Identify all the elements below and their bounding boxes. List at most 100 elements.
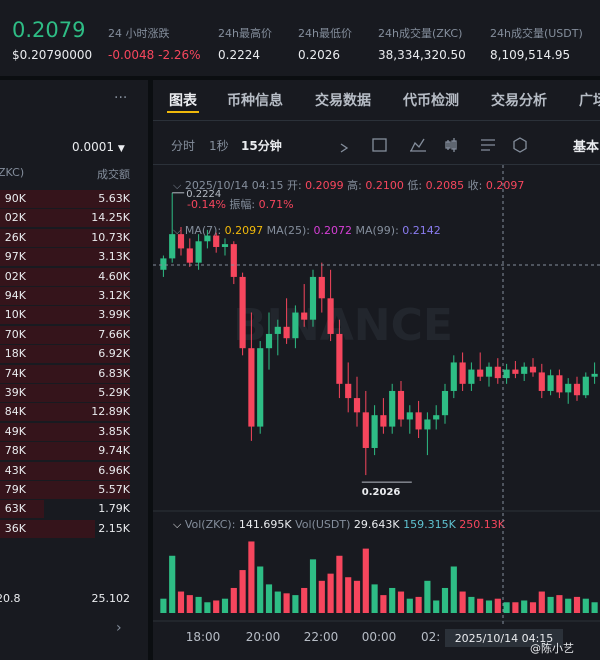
candle-body xyxy=(169,234,176,259)
order-row[interactable]: 90K 5.63K xyxy=(0,190,148,208)
row-amount: 84K xyxy=(4,405,26,419)
depth-bar xyxy=(0,403,130,422)
depth-bar xyxy=(0,519,95,538)
volume-bar xyxy=(512,602,519,613)
low-label: 0.2026 xyxy=(362,487,401,498)
candle-body xyxy=(327,298,334,334)
row-amount: 02K xyxy=(4,269,26,283)
row-total: 1.79K xyxy=(98,502,130,516)
toolbar-item[interactable]: 分时 xyxy=(171,139,196,153)
depth-bar xyxy=(0,500,44,519)
volume-bar xyxy=(353,580,361,613)
volume-bar xyxy=(573,596,581,613)
order-row[interactable]: 39K 5.29K xyxy=(0,384,148,402)
depth-bar xyxy=(0,345,130,364)
tab[interactable]: 代币检测 xyxy=(403,93,459,109)
tab[interactable]: 广场 xyxy=(579,93,600,109)
stat-label: 24h最低价 xyxy=(298,27,352,40)
candle-body xyxy=(406,412,413,420)
volume-bar xyxy=(389,587,396,613)
order-row[interactable]: 78K 9.74K xyxy=(0,442,148,461)
tab-underline xyxy=(167,111,199,113)
order-row[interactable]: 49K 3.85K xyxy=(0,422,148,441)
row-amount: 78K xyxy=(4,444,26,458)
row-amount: 39K xyxy=(4,386,26,399)
caret: ▼ xyxy=(117,144,125,154)
precision[interactable]: 0.0001 ▼ xyxy=(72,140,125,154)
menu[interactable]: ··· xyxy=(114,90,128,106)
icon-calendar[interactable] xyxy=(372,138,387,152)
x-tick-label: 20:00 xyxy=(246,630,281,644)
row-amount: 63K xyxy=(4,502,26,516)
volume-bar xyxy=(186,595,193,613)
vol-info-item: 159.315K xyxy=(403,518,456,531)
order-row[interactable]: 36K 2.15K xyxy=(0,519,148,538)
ohlc-value: 0.2085 xyxy=(425,179,465,192)
ma-value: 0.2142 xyxy=(402,224,441,237)
ma-value: 0.2072 xyxy=(313,224,352,237)
candle-body xyxy=(433,415,440,420)
order-row[interactable]: 94K 3.12K xyxy=(0,287,148,305)
candle-body xyxy=(521,366,528,374)
precision-value[interactable]: 0.0001 xyxy=(72,140,114,154)
order-row[interactable]: 02K 4.60K xyxy=(0,267,148,286)
volume-bar xyxy=(547,596,554,613)
amp-value: 0.71% xyxy=(258,198,294,211)
toolbar-item[interactable]: 15分钟 xyxy=(241,139,282,153)
order-row[interactable]: 10K 3.99K xyxy=(0,306,148,325)
volume-bar xyxy=(591,602,598,613)
candle-body xyxy=(195,241,202,263)
icon-indicator[interactable] xyxy=(410,138,426,152)
row-amount: 79K xyxy=(4,483,26,496)
candle-body xyxy=(362,412,369,448)
volume-bar xyxy=(257,566,264,613)
ticker-header: 0.2079 $0.20790000 24 小时涨跌 -0.0048 -2.26%… xyxy=(0,0,600,76)
candle-body xyxy=(397,390,405,420)
order-row[interactable]: 74K 6.83K xyxy=(0,364,148,383)
toolbar-item[interactable]: 1秒 xyxy=(209,139,229,153)
candle-body xyxy=(424,419,431,430)
order-row[interactable]: 63K 1.79K xyxy=(0,500,148,519)
volume-bar xyxy=(301,587,308,613)
high-label: 0.2224 xyxy=(186,189,221,200)
order-row[interactable]: 02K 14.25K xyxy=(0,209,148,228)
tab[interactable]: 币种信息 xyxy=(227,93,283,109)
candle-body xyxy=(556,375,563,393)
row-amount: 94K xyxy=(4,289,26,302)
order-row[interactable]: 97K 3.13K xyxy=(0,248,148,267)
tab[interactable]: 交易数据 xyxy=(315,93,371,109)
icon-caret[interactable] xyxy=(340,143,349,153)
vol-info-item: 29.643K xyxy=(353,518,400,531)
order-row[interactable]: 18K 6.92K xyxy=(0,345,148,364)
toolbar-right[interactable]: 基本 xyxy=(573,140,600,155)
footer-total: 25.102 xyxy=(91,592,131,605)
order-row[interactable]: 79K 5.57K xyxy=(0,481,148,499)
last-price: 0.2079 xyxy=(12,18,86,42)
order-row[interactable]: 70K 7.66K xyxy=(0,325,148,344)
icon-template[interactable] xyxy=(481,139,495,151)
tab[interactable]: 交易分析 xyxy=(491,93,547,109)
candle-body xyxy=(283,326,290,339)
arrow[interactable]: › xyxy=(116,620,122,636)
tab[interactable]: 图表 xyxy=(169,93,197,109)
icon-candle[interactable] xyxy=(445,138,457,152)
candle-body xyxy=(336,333,343,384)
depth-bar xyxy=(0,481,130,499)
ohlc-label: 高: xyxy=(347,179,362,192)
candle-body xyxy=(468,369,475,384)
candle-body xyxy=(503,369,510,379)
ohlc-label: 低: xyxy=(407,179,423,192)
volume-bar xyxy=(521,600,528,613)
volume-bar xyxy=(494,598,501,613)
candle-body xyxy=(353,398,361,413)
icon-settings[interactable] xyxy=(513,137,527,153)
order-row[interactable]: 43K 6.96K xyxy=(0,461,148,480)
ma-label: MA(25): xyxy=(266,224,310,237)
depth-bar xyxy=(0,442,130,461)
order-row[interactable]: 84K 12.89K xyxy=(0,403,148,422)
volume-bar xyxy=(538,591,545,613)
volume-bar xyxy=(345,577,352,613)
order-row[interactable]: 26K 10.73K xyxy=(0,228,148,247)
